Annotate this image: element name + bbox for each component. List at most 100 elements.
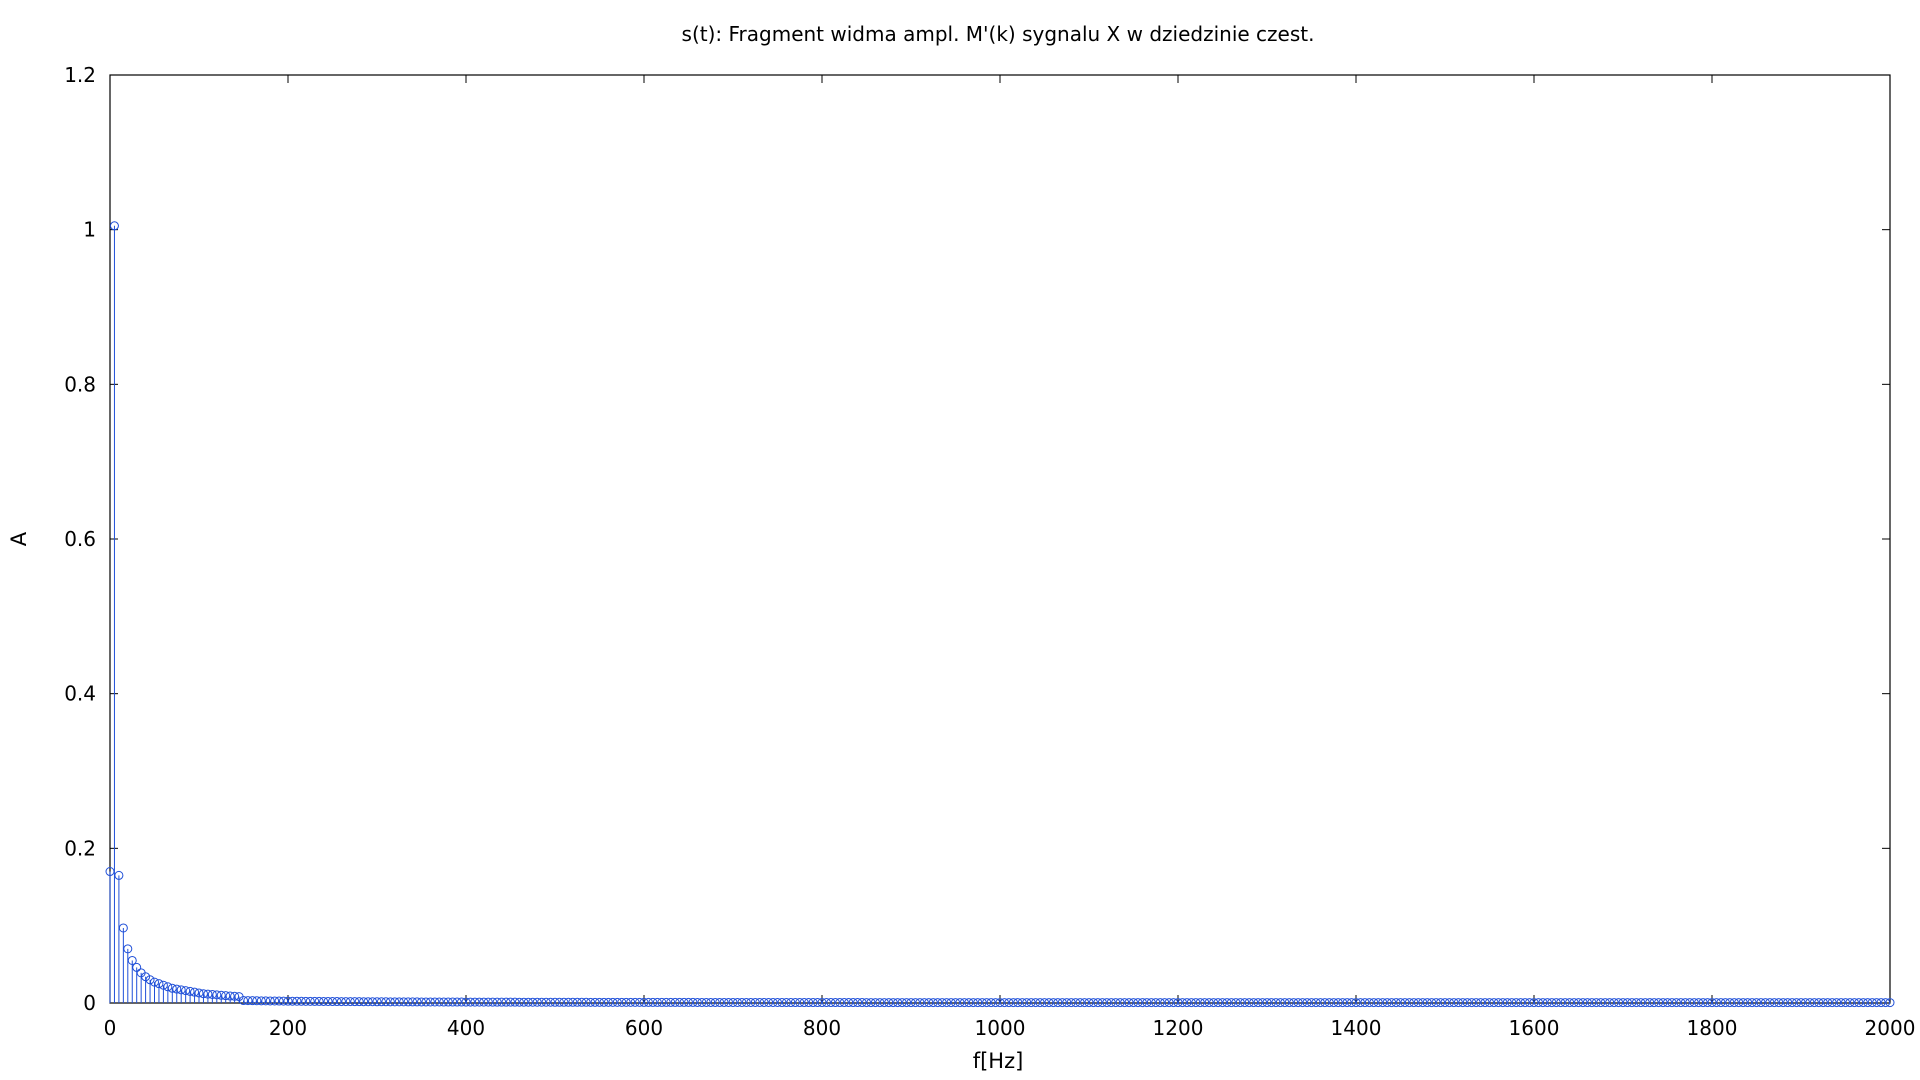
stem-marker	[942, 998, 952, 1008]
y-tick-label: 1.2	[64, 63, 96, 87]
x-axis-label: f[Hz]	[973, 1049, 1024, 1073]
stem-marker	[279, 996, 289, 1006]
stem-marker	[243, 996, 253, 1006]
stem-marker	[897, 998, 907, 1008]
y-tick-label: 0.8	[64, 372, 96, 396]
stem-marker	[532, 997, 542, 1007]
stem-marker	[581, 997, 591, 1007]
stem-marker	[256, 996, 266, 1006]
stem-marker	[465, 997, 475, 1007]
stem-marker	[190, 987, 200, 997]
stem-marker	[724, 997, 734, 1007]
stem-marker	[786, 998, 796, 1008]
stem-marker	[381, 997, 391, 1007]
stem-marker	[893, 998, 903, 1008]
stem-marker	[568, 997, 578, 1007]
stem-marker	[710, 997, 720, 1007]
y-tick-label: 0.2	[64, 836, 96, 860]
stem-marker	[675, 997, 685, 1007]
x-tick-label: 1200	[1153, 1016, 1204, 1040]
stem-marker	[283, 996, 293, 1006]
stem-marker	[403, 997, 413, 1007]
stem-marker	[123, 944, 133, 954]
stem-marker	[879, 998, 889, 1008]
stem-marker	[915, 998, 925, 1008]
stem-marker	[692, 997, 702, 1007]
stem-marker	[621, 997, 631, 1007]
stem-marker	[839, 998, 849, 1008]
stem-marker	[848, 998, 858, 1008]
stem-marker	[830, 998, 840, 1008]
stem-marker	[457, 997, 467, 1007]
stem-marker	[608, 997, 618, 1007]
stem-marker	[933, 998, 943, 1008]
stem-marker	[697, 997, 707, 1007]
stem-marker	[479, 997, 489, 1007]
stem-marker	[506, 997, 515, 1007]
stem-marker	[216, 990, 226, 1000]
stem-marker	[857, 998, 867, 1008]
stem-marker	[328, 997, 337, 1007]
stem-marker	[599, 997, 609, 1007]
stem-marker	[951, 998, 960, 1008]
stem-marker	[541, 997, 551, 1007]
stem-marker	[154, 979, 164, 989]
stem-marker	[728, 997, 738, 1007]
x-axis-ticks: 0 200 400 600 800 1000 1200 1400 1600 1800 2000	[104, 75, 1916, 1040]
stem-marker	[902, 998, 912, 1008]
stem-marker	[701, 997, 711, 1007]
stem-marker	[559, 997, 569, 1007]
stem-marker	[719, 997, 729, 1007]
stem-marker	[781, 998, 791, 1008]
stem-marker	[648, 997, 658, 1007]
x-tick-label: 2000	[1865, 1016, 1916, 1040]
stem-marker	[141, 972, 151, 982]
stem-marker	[1885, 998, 1895, 1008]
stem-marker	[194, 988, 204, 998]
stem-marker	[247, 996, 257, 1006]
stem-marker	[821, 998, 831, 1008]
stem-marker	[862, 998, 871, 1008]
stem-marker	[835, 998, 845, 1008]
chart-title: s(t): Fragment widma ampl. M'(k) sygnalu…	[682, 22, 1315, 46]
stem-marker	[314, 996, 324, 1006]
stem-marker	[439, 997, 449, 1007]
stem-marker	[661, 997, 671, 1007]
stem-marker	[639, 997, 649, 1007]
stem-marker	[296, 996, 306, 1006]
x-tick-label: 800	[803, 1016, 841, 1040]
stem-marker	[563, 997, 573, 1007]
stem-marker	[755, 997, 765, 1007]
stem-marker	[741, 997, 751, 1007]
y-tick-label: 0	[83, 991, 96, 1015]
stem-marker	[884, 998, 894, 1008]
stem-marker	[434, 997, 444, 1007]
stem-marker	[546, 997, 556, 1007]
stem-marker	[114, 870, 124, 880]
stem-marker	[946, 998, 956, 1008]
stem-marker	[221, 991, 231, 1001]
stem-marker	[906, 998, 916, 1008]
stem-marker	[225, 991, 235, 1001]
stem-marker	[554, 997, 564, 1007]
x-tick-label: 1800	[1687, 1016, 1738, 1040]
stem-marker	[617, 997, 627, 1007]
stem-marker	[679, 997, 689, 1007]
stem-marker	[577, 997, 587, 1007]
stem-marker	[519, 997, 529, 1007]
stem-marker	[443, 997, 453, 1007]
stem-marker	[341, 997, 351, 1007]
x-tick-label: 1400	[1331, 1016, 1382, 1040]
stem-marker	[626, 997, 636, 1007]
stem-marker	[799, 998, 809, 1008]
y-tick-label: 1	[83, 218, 96, 242]
stem-marker	[376, 997, 386, 1007]
stem-marker	[163, 982, 173, 992]
stem-marker	[924, 998, 934, 1008]
stem-marker	[737, 997, 747, 1007]
stem-marker	[305, 996, 315, 1006]
stem-marker	[635, 997, 645, 1007]
stem-marker	[372, 997, 382, 1007]
spectrum-stems	[105, 221, 1895, 1008]
